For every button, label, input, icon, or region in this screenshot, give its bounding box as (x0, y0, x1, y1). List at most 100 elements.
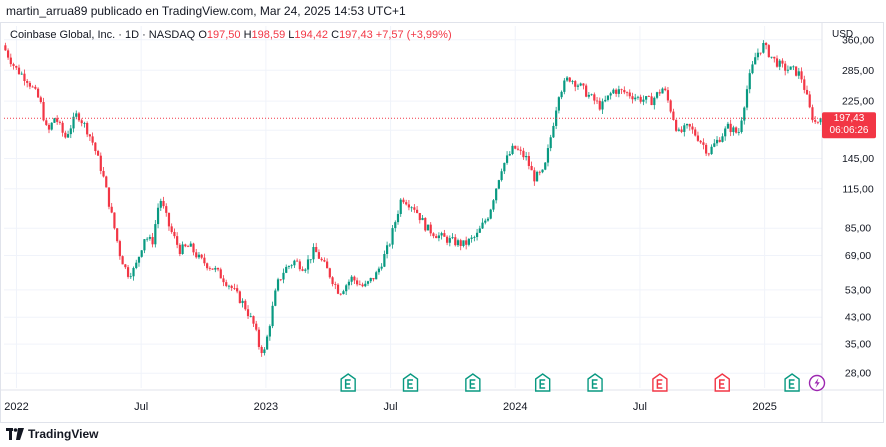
price-tag: 197,43 06:06:26 (822, 112, 876, 139)
candle-body (116, 228, 119, 242)
candle-body (23, 73, 26, 81)
dividend-marker-icon[interactable] (808, 374, 826, 392)
candle-body (609, 93, 612, 96)
candle-body (257, 329, 261, 347)
earnings-marker-icon[interactable] (534, 373, 551, 392)
candle-body (309, 259, 312, 261)
earnings-marker-icon[interactable] (340, 373, 356, 392)
candle-body (178, 244, 181, 254)
candle-body (9, 57, 12, 65)
candle-body (707, 153, 710, 155)
candle-body (249, 316, 252, 317)
candle-body (320, 258, 323, 261)
candle-body (426, 224, 430, 231)
candle-body (705, 144, 708, 154)
candle-body (508, 154, 511, 156)
candle-body (206, 263, 209, 269)
candle-body (173, 231, 176, 237)
candle-body (620, 89, 623, 91)
candle-body (715, 139, 719, 144)
candle-body (735, 127, 738, 133)
candle-body (721, 136, 724, 142)
candle-body (255, 323, 258, 330)
candle-body (184, 244, 187, 247)
tradingview-logo-icon (6, 428, 24, 440)
candle-body (538, 171, 541, 173)
candle-body (342, 291, 345, 295)
candle-body (677, 129, 680, 131)
candle-body (260, 346, 263, 354)
candle-body (571, 81, 574, 82)
candle-body (623, 89, 626, 93)
candle-body (770, 56, 773, 58)
candle-body (767, 45, 770, 58)
candle-body (525, 156, 528, 158)
candle-body (241, 300, 244, 303)
low-value: 194,42 (294, 29, 329, 41)
candle-body (639, 96, 642, 102)
candle-body (418, 212, 421, 221)
candle-body (339, 293, 342, 295)
candle-body (574, 81, 577, 87)
candle-body (216, 267, 220, 270)
candle-body (380, 266, 383, 269)
price-tag-value: 197,43 (834, 113, 865, 124)
candle-body (148, 237, 151, 239)
candle-body (775, 58, 779, 67)
earnings-marker-icon[interactable] (402, 373, 419, 392)
candle-body (765, 43, 768, 46)
candle-body (486, 218, 490, 221)
earnings-marker-icon[interactable] (714, 373, 730, 392)
candle-body (587, 94, 590, 97)
candle-body (336, 284, 340, 294)
candle-body (465, 240, 468, 245)
candle-body (285, 266, 288, 273)
price-tick-label: 115,00 (842, 183, 873, 195)
candle-body (710, 146, 713, 155)
price-chart[interactable]: 360,00285,00225,00180,00145,00115,0085,0… (0, 22, 886, 423)
earnings-marker-icon[interactable] (465, 373, 481, 392)
candle-body (440, 233, 443, 236)
candle-body (443, 233, 446, 237)
earnings-marker-icon[interactable] (784, 373, 800, 392)
candle-body (83, 123, 86, 124)
candle-body (345, 285, 348, 292)
candle-body (159, 200, 162, 208)
candle-body (661, 88, 664, 94)
candle-body (36, 88, 40, 98)
candle-body (413, 207, 416, 210)
candle-body (680, 129, 683, 132)
candle-body (615, 89, 618, 94)
candle-body (77, 113, 81, 121)
candle-body (653, 97, 656, 106)
candle-body (683, 125, 686, 132)
candle-body (794, 66, 798, 76)
candle-body (301, 269, 304, 271)
candle-body (732, 127, 735, 133)
candle-body (129, 276, 132, 278)
candle-body (383, 254, 386, 267)
candle-body (107, 187, 111, 207)
candle-body (189, 243, 192, 247)
candle-body (473, 237, 476, 238)
candle-body (287, 266, 291, 267)
candle-body (756, 52, 760, 58)
earnings-marker-icon[interactable] (652, 373, 668, 392)
candle-body (435, 236, 438, 239)
candle-body (88, 134, 91, 137)
candle-body (579, 83, 582, 86)
candle-body (347, 281, 351, 286)
candle-body (156, 207, 160, 225)
earnings-marker-icon[interactable] (587, 373, 603, 392)
price-tick-label: 43,00 (845, 312, 871, 324)
candle-body (197, 254, 201, 258)
currency-label[interactable]: USD (832, 29, 854, 40)
time-tick-label: Jul (384, 401, 398, 413)
candle-body (672, 111, 675, 120)
candle-body (361, 284, 364, 287)
candle-body (372, 277, 375, 280)
candle-body (702, 142, 705, 145)
candle-body (650, 96, 653, 106)
candle-body (42, 102, 45, 121)
candles (4, 40, 822, 357)
